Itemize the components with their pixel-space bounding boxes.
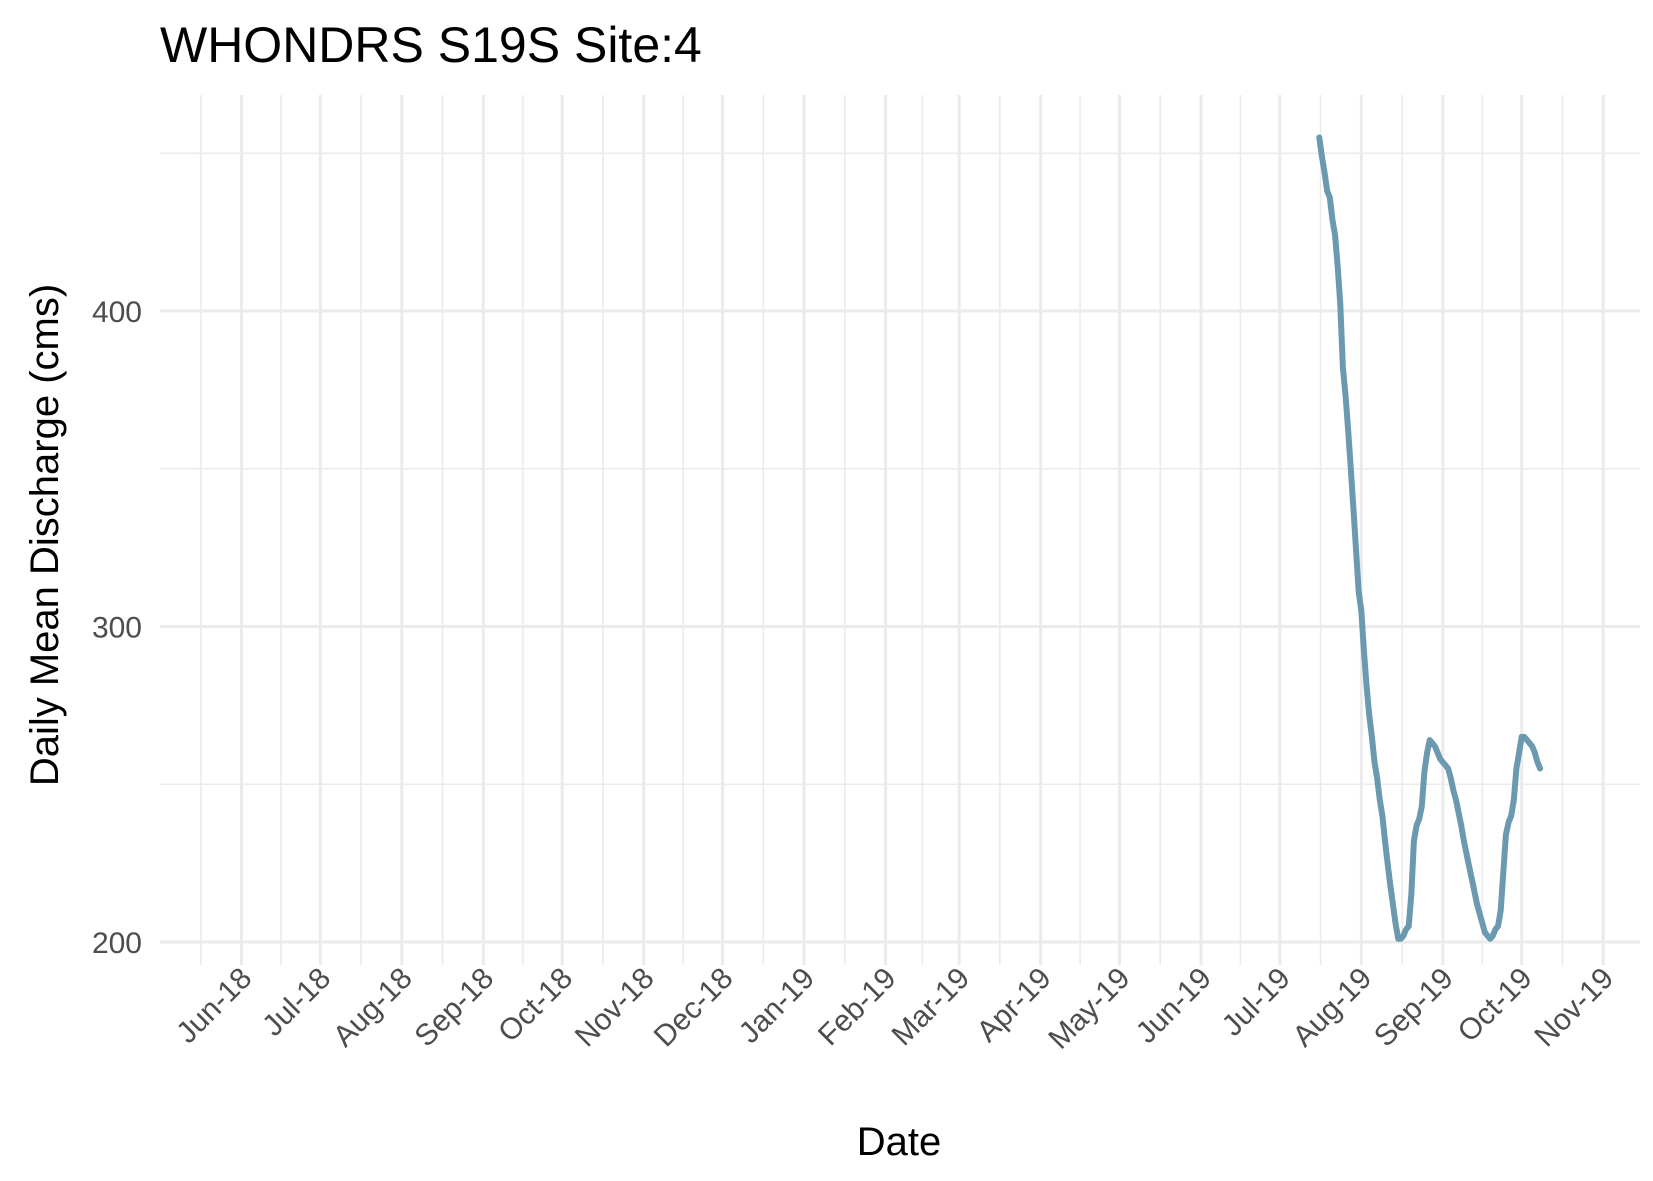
chart-title: WHONDRS S19S Site:4	[160, 17, 702, 73]
x-axis-title: Date	[857, 1120, 942, 1164]
x-tick-label: May-19	[1042, 962, 1136, 1056]
y-tick-label: 200	[92, 927, 142, 960]
x-tick-label: Aug-19	[1287, 962, 1379, 1054]
y-tick-label: 300	[92, 612, 142, 645]
y-axis-title: Daily Mean Discharge (cms)	[23, 284, 67, 786]
grid	[160, 95, 1640, 965]
x-tick-label: Feb-19	[812, 962, 903, 1053]
x-tick-label: Sep-19	[1368, 962, 1460, 1054]
x-tick-label: Jun-18	[170, 962, 258, 1050]
x-tick-label: Nov-19	[1528, 962, 1620, 1054]
data-series	[1316, 134, 1544, 942]
x-tick-label: Oct-19	[1452, 962, 1539, 1049]
y-tick-label: 400	[92, 296, 142, 329]
x-tick-label: Jun-19	[1130, 962, 1218, 1050]
x-tick-label: Jul-19	[1216, 962, 1297, 1043]
x-tick-label: Jul-18	[256, 962, 337, 1043]
y-axis-ticks: 200 300 400	[92, 296, 142, 960]
discharge-line	[1316, 134, 1544, 942]
x-tick-label: Nov-18	[569, 962, 661, 1054]
x-tick-label: Sep-18	[409, 962, 501, 1054]
x-axis-ticks: Jun-18Jul-18Aug-18Sep-18Oct-18Nov-18Dec-…	[170, 962, 1620, 1056]
x-tick-label: Oct-18	[492, 962, 579, 1049]
x-tick-label: Aug-18	[327, 962, 419, 1054]
x-tick-label: Jan-19	[733, 962, 821, 1050]
x-tick-label: Mar-19	[886, 962, 977, 1053]
x-tick-label: Dec-18	[648, 962, 740, 1054]
